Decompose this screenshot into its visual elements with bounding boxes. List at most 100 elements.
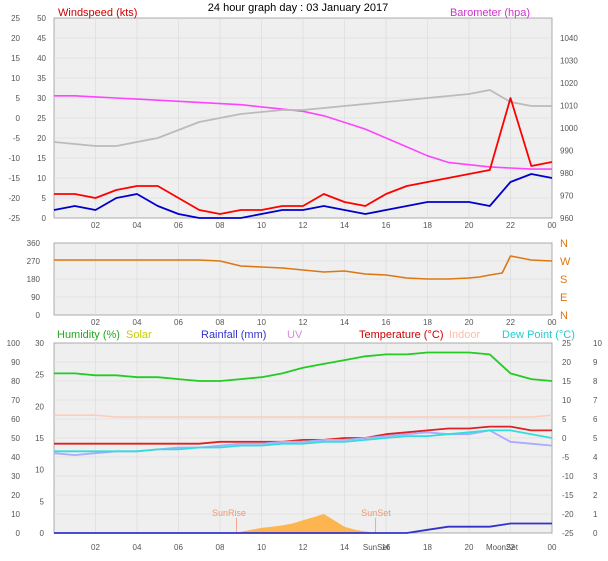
x-tick-label: 08 — [216, 318, 225, 327]
barometer-tick-label: 980 — [560, 169, 574, 178]
direction-ticks: 02 04 06 08 10 12 14 16 18 20 22 00360270180900NWSE… — [27, 238, 571, 327]
windspeed-tick-label: 15 — [37, 154, 46, 163]
x-tick-label: 14 — [340, 318, 349, 327]
x-tick-label: 18 — [423, 543, 432, 552]
barometer-tick-label: 1030 — [560, 57, 578, 66]
x-tick-label: 20 — [465, 221, 474, 230]
direction-tick-label: 360 — [27, 239, 41, 248]
temp-tick-label: 0 — [16, 114, 21, 123]
dewpoint-line — [54, 429, 553, 453]
direction-panel: 02 04 06 08 10 12 14 16 18 20 22 00360270180900NWSE… — [27, 238, 571, 327]
rainfall-tick-label: 5 — [40, 497, 45, 506]
temp-tick-label: -5 — [13, 134, 21, 143]
uv-tick-label: 5 — [593, 434, 598, 443]
x-tick-label: 00 — [548, 318, 557, 327]
solar-area — [234, 514, 376, 533]
x-tick-label: 16 — [382, 543, 391, 552]
rainfall-tick-label: 20 — [35, 402, 44, 411]
windspeed-axis-title: Windspeed (kts) — [58, 7, 137, 19]
x-tick-label: 18 — [423, 318, 432, 327]
uv-tick-label: 6 — [593, 415, 598, 424]
direction-tick-label: 0 — [36, 311, 41, 320]
sunset-label: SunSet — [361, 508, 391, 518]
windspeed-tick-label: 45 — [37, 34, 46, 43]
temp-tick-label: 5 — [16, 94, 21, 103]
x-tick-label: 22 — [506, 318, 515, 327]
temperature-tick-label: -5 — [562, 453, 570, 462]
moonset-axis-label: MoonSet — [486, 543, 519, 552]
temp-tick-label: 10 — [11, 74, 20, 83]
barometer-tick-label: 1040 — [560, 34, 578, 43]
temp-tick-label: -15 — [8, 174, 20, 183]
compass-label: S — [560, 274, 567, 286]
windspeed-tick-label: 30 — [37, 94, 46, 103]
humidity-tick-label: 0 — [16, 529, 21, 538]
uv-tick-label: 2 — [593, 491, 598, 500]
temperature-line — [54, 425, 552, 445]
x-tick-label: 12 — [299, 318, 308, 327]
x-tick-label: 14 — [340, 221, 349, 230]
humidity-label: Humidity (%) — [57, 329, 120, 341]
uv-tick-label: 8 — [593, 377, 598, 386]
x-tick-label: 16 — [382, 318, 391, 327]
temperature-tick-label: 20 — [562, 358, 571, 367]
temp-tick-label: 20 — [11, 34, 20, 43]
direction-series — [54, 255, 553, 280]
uv-tick-label: 0 — [593, 529, 598, 538]
x-tick-label: 04 — [133, 221, 142, 230]
barometer-axis-title: Barometer (hpa) — [450, 7, 530, 19]
x-tick-label: 18 — [423, 221, 432, 230]
uv-tick-label: 10 — [593, 339, 602, 348]
graph-title: 24 hour graph day : 03 January 2017 — [208, 2, 388, 14]
windspeed-tick-label: 25 — [37, 114, 46, 123]
x-tick-label: 00 — [548, 543, 557, 552]
solar-label: Solar — [126, 329, 152, 341]
indoor-line — [54, 414, 553, 418]
rainfall-tick-label: 30 — [35, 339, 44, 348]
compass-label: N — [560, 238, 568, 250]
x-tick-label: 10 — [257, 318, 266, 327]
x-tick-label: 12 — [299, 221, 308, 230]
direction-grid — [54, 243, 552, 315]
humidity-series — [53, 351, 553, 534]
temp-tick-label: 15 — [11, 54, 20, 63]
humidity-tick-label: 50 — [11, 434, 20, 443]
x-tick-label: 08 — [216, 221, 225, 230]
x-tick-label: 08 — [216, 543, 225, 552]
humidity-tick-label: 20 — [11, 491, 20, 500]
x-tick-label: 06 — [174, 543, 183, 552]
x-tick-label: 10 — [257, 221, 266, 230]
temperature-tick-label: -15 — [562, 491, 574, 500]
humidity-ticks: 02 04 06 08 10 12 14 16 18 20 22 001009080706050403… — [7, 339, 603, 552]
humidity-tick-label: 30 — [11, 472, 20, 481]
rainfall-tick-label: 0 — [40, 529, 45, 538]
x-tick-label: 22 — [506, 221, 515, 230]
wind-grid — [54, 18, 552, 218]
rainfall-label: Rainfall (mm) — [201, 329, 266, 341]
sunrise-label: SunRise — [212, 508, 246, 518]
x-tick-label: 12 — [299, 543, 308, 552]
temperature-tick-label: -20 — [562, 510, 574, 519]
barometer-tick-label: 970 — [560, 192, 574, 201]
windspeed-tick-label: 35 — [37, 74, 46, 83]
uv-tick-label: 9 — [593, 358, 598, 367]
temperature-tick-label: -25 — [562, 529, 574, 538]
humidity-tick-label: 40 — [11, 453, 20, 462]
x-tick-label: 02 — [91, 318, 100, 327]
wind-line — [53, 173, 553, 219]
windspeed-tick-label: 20 — [37, 134, 46, 143]
sunset-axis-label: SunSet — [363, 543, 390, 552]
humidity-tick-label: 10 — [11, 510, 20, 519]
windspeed-tick-label: 0 — [42, 214, 47, 223]
x-tick-label: 16 — [382, 221, 391, 230]
uv-label: UV — [287, 329, 303, 341]
gust-line — [54, 97, 553, 215]
windspeed-tick-label: 40 — [37, 54, 46, 63]
temp-tick-label: -25 — [8, 214, 20, 223]
rainfall-tick-label: 25 — [35, 371, 44, 380]
humidity-panel: Humidity (%) Solar Rainfall (mm) UV Temp… — [7, 329, 603, 552]
temp-tick-label: -10 — [8, 154, 20, 163]
x-tick-label: 10 — [257, 543, 266, 552]
x-tick-label: 20 — [465, 543, 474, 552]
